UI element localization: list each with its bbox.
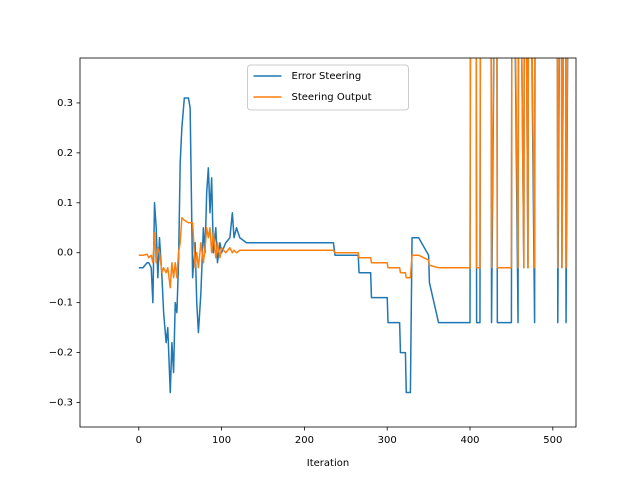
series-line xyxy=(138,58,569,394)
y-tick-label: 0.1 xyxy=(57,198,73,209)
y-tick-label: 0.3 xyxy=(57,98,73,109)
series-line xyxy=(138,58,569,289)
x-axis-label: Iteration xyxy=(307,458,349,469)
x-tick-label: 200 xyxy=(295,435,314,446)
legend-label: Error Steering xyxy=(292,71,362,82)
y-tick-label: −0.1 xyxy=(49,298,73,309)
axes-frame xyxy=(79,57,577,428)
x-tick-label: 300 xyxy=(378,435,397,446)
legend-box xyxy=(247,64,409,111)
x-tick-label: 500 xyxy=(543,435,562,446)
y-tick-label: 0.0 xyxy=(57,248,73,259)
x-tick-label: 400 xyxy=(460,435,479,446)
y-tick-label: 0.2 xyxy=(57,148,73,159)
legend-label: Steering Output xyxy=(292,92,372,103)
x-tick-label: 0 xyxy=(136,435,142,446)
y-tick-label: −0.2 xyxy=(49,348,73,359)
y-tick-label: −0.3 xyxy=(49,398,73,409)
plot-area xyxy=(138,58,569,394)
x-tick-label: 100 xyxy=(212,435,231,446)
